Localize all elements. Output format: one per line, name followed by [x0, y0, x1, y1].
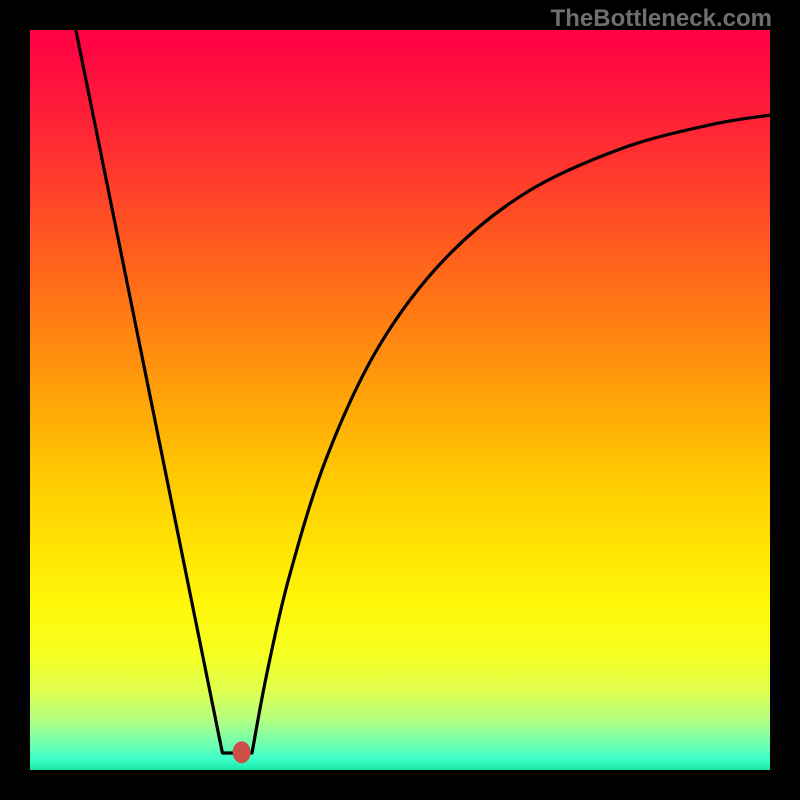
plot-background — [30, 30, 770, 770]
bottleneck-chart: TheBottleneck.com — [0, 0, 800, 800]
optimal-point-marker — [233, 741, 251, 763]
attribution-text: TheBottleneck.com — [551, 5, 772, 32]
